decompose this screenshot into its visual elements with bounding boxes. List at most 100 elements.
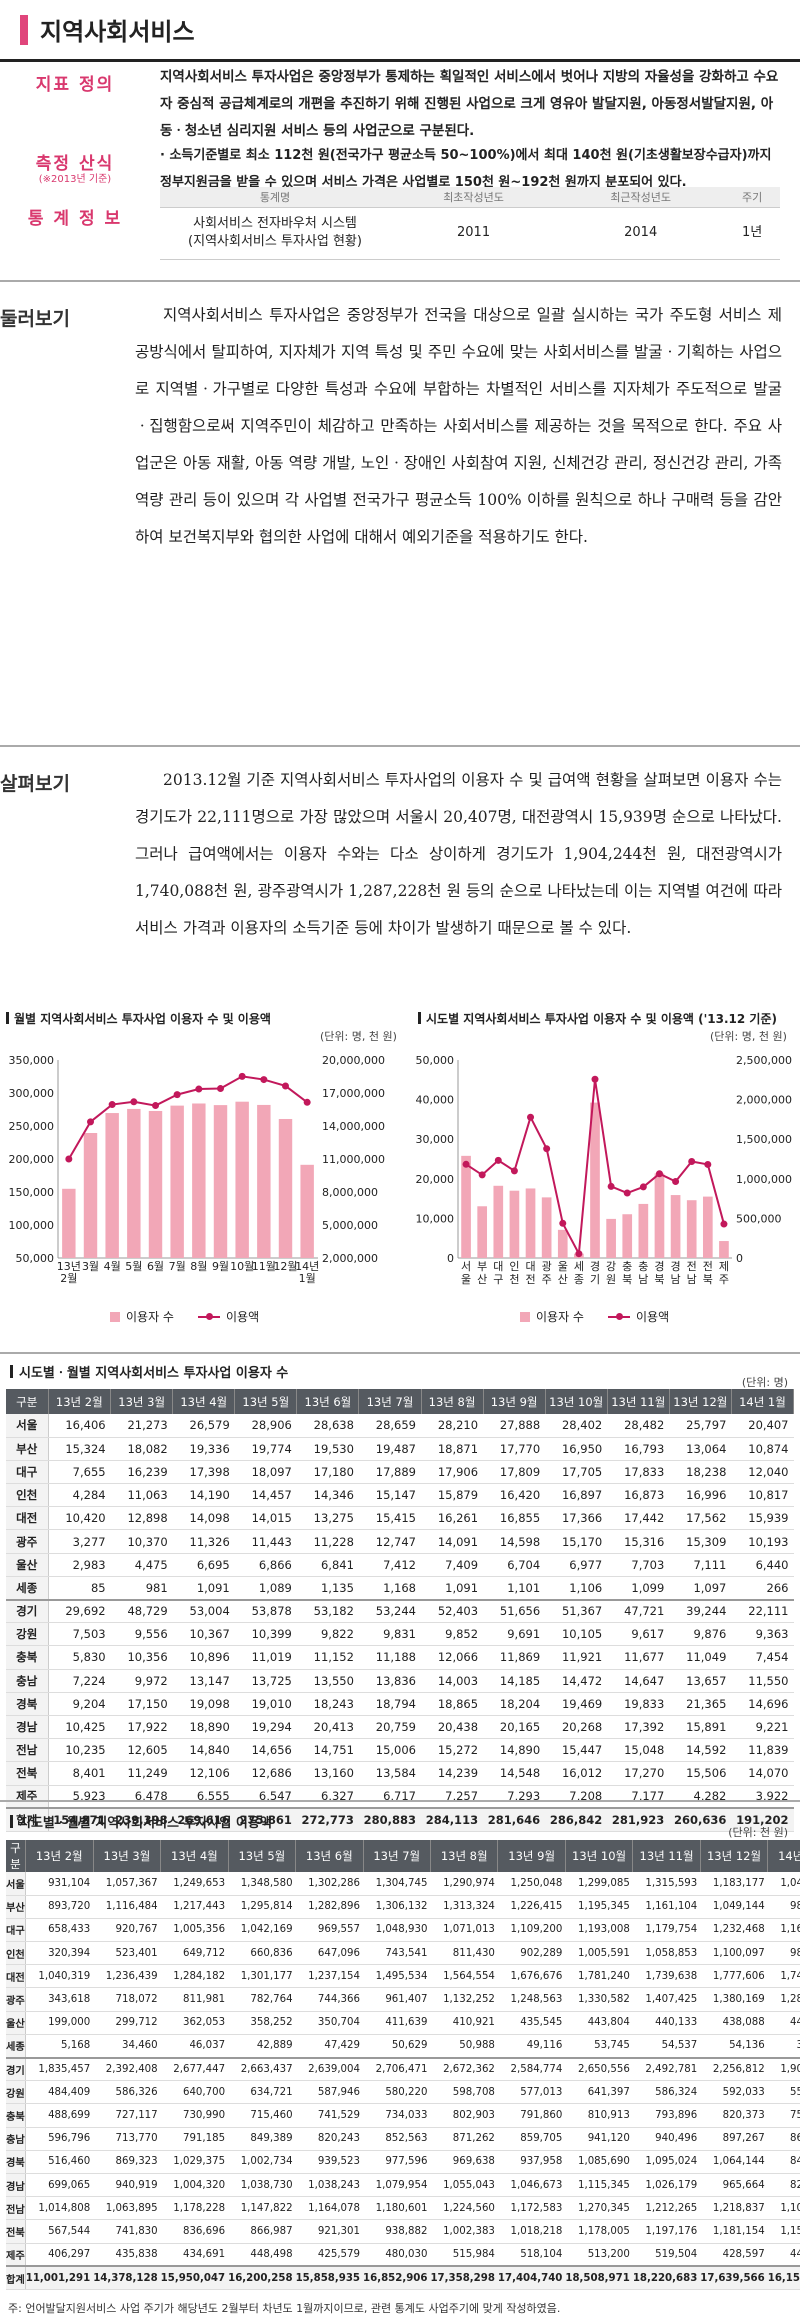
line-point [130, 1098, 138, 1106]
table-cell: 15,147 [358, 1483, 421, 1508]
legend-bar-label: 이용자 수 [536, 1310, 584, 1324]
table-cell: 14,890 [483, 1738, 546, 1763]
table-row: 경북 9,204 17,150 19,098 19,010 18,243 18,794 18,… [6, 1692, 794, 1716]
table-cell: 14,472 [545, 1669, 608, 1693]
table-cell: 2,256,812 [700, 2056, 768, 2082]
row-label: 충남 [6, 2127, 26, 2151]
table-cell: 1,904,244 [767, 2056, 800, 2082]
line-point [87, 1118, 94, 1126]
bar [493, 1185, 504, 1258]
table-cell: 22,111 [731, 1598, 794, 1624]
legend-bar-swatch [110, 1311, 120, 1322]
table-cell: 20,438 [421, 1715, 484, 1740]
table-cell: 27,888 [483, 1414, 546, 1438]
line-point [720, 1220, 728, 1228]
table-cell: 1,168 [358, 1576, 421, 1601]
table-cell: 14,190 [172, 1483, 235, 1508]
table-cell: 1,195,345 [565, 1895, 633, 1919]
x-tick-label: 3월 [82, 1260, 99, 1273]
legend-bar-label: 이용자 수 [126, 1310, 174, 1324]
y2-tick-label: 8,000,000 [322, 1186, 378, 1199]
table-cell: 640,700 [160, 2080, 229, 2105]
table-cell: 1,249,653 [160, 1872, 229, 1896]
table-cell: 1,018,218 [497, 2219, 566, 2244]
table-cell: 793,896 [632, 2103, 701, 2128]
row-label: 전남 [6, 1738, 49, 1763]
table-cell: 513,200 [565, 2243, 633, 2267]
table-cell: 18,871 [421, 1437, 484, 1461]
table-cell: 20,407 [731, 1414, 794, 1438]
table-cell: 860,218 [767, 2127, 800, 2151]
row-label: 대전 [6, 1964, 26, 1989]
row-label: 울산 [6, 2011, 26, 2035]
table-cell: 988,747 [767, 1895, 800, 1919]
table-cell: 50,988 [430, 2034, 498, 2059]
table-cell: 641,397 [565, 2080, 633, 2105]
table-cell: 14,696 [731, 1692, 794, 1716]
table-header: 13년 4월 [160, 1840, 229, 1872]
table-cell: 10,235 [48, 1738, 111, 1763]
x-tick-label: 9월 [212, 1260, 229, 1273]
table-cell: 6,327 [296, 1785, 359, 1809]
table-cell: 2,650,556 [565, 2056, 633, 2082]
table-cell: 12,605 [110, 1738, 173, 1763]
table-cell: 51,656 [483, 1598, 546, 1624]
row-label: 전남 [6, 2196, 26, 2221]
table-cell: 1,002,383 [430, 2219, 498, 2244]
table-row: 경북 516,460 869,323 1,029,375 1,002,734 939,52… [6, 2150, 800, 2174]
bar [477, 1206, 488, 1258]
table-cell: 28,482 [607, 1414, 670, 1438]
table-cell: 1,232,468 [700, 1918, 768, 1943]
row-label: 충남 [6, 1669, 49, 1693]
table-cell: 272,773 [296, 1807, 359, 1832]
table-cell: 1,079,954 [363, 2173, 431, 2198]
table-cell: 13,550 [296, 1669, 359, 1693]
row-label: 부산 [6, 1895, 26, 1919]
table-cell: 1,237,154 [295, 1964, 364, 1989]
table-cell: 660,836 [228, 1941, 296, 1966]
table-header: 13년 4월 [172, 1389, 236, 1414]
table-row: 충북 488,699 727,117 730,990 715,460 741,529 734… [6, 2103, 800, 2128]
table-header: 13년 2월 [25, 1840, 94, 1872]
stats-header: 주기 [724, 187, 780, 208]
table-cell: 488,699 [25, 2103, 94, 2128]
table-row: 대전 10,420 12,898 14,098 14,015 13,275 15,415 16… [6, 1506, 794, 1531]
y2-tick-label: 2,500,000 [736, 1054, 792, 1067]
table-cell: 869,323 [93, 2150, 161, 2174]
table-cell: 11,443 [234, 1529, 297, 1554]
table-cell: 6,555 [172, 1785, 235, 1809]
table-cell: 820,373 [700, 2103, 768, 2128]
table-cell: 1,178,228 [160, 2196, 229, 2221]
footnote: 주: 언어발달지원서비스 사업 주기가 해당년도 2월부터 차년도 1월까지이므… [8, 2302, 561, 2315]
table-cell: 281,646 [483, 1807, 546, 1832]
table-cell: 14,592 [669, 1738, 732, 1763]
table-cell: 1,089 [234, 1576, 297, 1601]
table-cell: 53,182 [296, 1598, 359, 1624]
table-cell: 16,012 [545, 1761, 608, 1786]
bar [541, 1197, 552, 1258]
table-header: 13년 5월 [234, 1389, 298, 1414]
table-cell: 1,835,457 [25, 2056, 94, 2082]
table-cell: 19,774 [234, 1437, 297, 1461]
line-point [462, 1160, 470, 1168]
row-label: 충북 [6, 1645, 49, 1670]
table-cell: 1,057,367 [93, 1872, 161, 1896]
bar [170, 1105, 184, 1258]
bar [83, 1132, 98, 1258]
stats-header: 통계명 [160, 187, 390, 208]
table-cell: 5,168 [25, 2034, 94, 2059]
table-cell: 28,638 [296, 1414, 359, 1438]
y-tick-label: 250,000 [9, 1120, 55, 1133]
method-sublabel: (※2013년 기준) [38, 174, 112, 185]
x-tick-label: 10월 [230, 1260, 254, 1273]
table-cell: 1,042,169 [228, 1918, 296, 1943]
table-cell: 26,579 [172, 1414, 235, 1438]
table-cell: 11,921 [545, 1645, 608, 1670]
table-cell: 730,990 [160, 2103, 229, 2128]
table-cell: 15,048 [607, 1738, 670, 1763]
table-cell: 859,705 [497, 2127, 566, 2151]
amounts-table-title: 시도별ㆍ월별 지역사회서비스 투자사업 이용액 [10, 1812, 272, 1831]
